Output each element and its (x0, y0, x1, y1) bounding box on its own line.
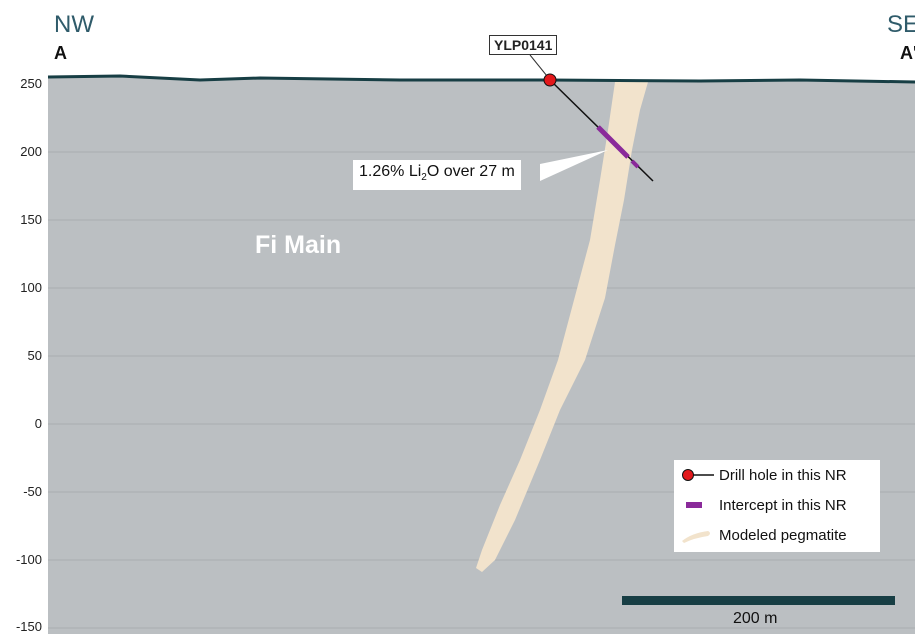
right-section-label: A' (900, 43, 915, 63)
scale-bar (622, 596, 895, 605)
section-name: Fi Main (255, 231, 342, 259)
legend-item-drill-hole: Drill hole in this NR (674, 464, 880, 486)
elevation-tick: 200 (20, 144, 42, 159)
intercept-segment-minor (630, 159, 640, 169)
scale-bar-label: 200 m (733, 610, 778, 627)
drill-hole-id: YLP0141 (489, 35, 558, 55)
elevation-tick: 100 (20, 280, 42, 295)
intercept-grade: 1.26% Li (359, 163, 422, 180)
legend-item-pegmatite: Modeled pegmatite (674, 524, 880, 546)
modeled-pegmatite (476, 82, 648, 572)
left-direction-label: NW (54, 11, 94, 38)
elevation-tick: -100 (15, 552, 42, 567)
left-section-label: A (54, 43, 67, 63)
hole-label-leader (529, 54, 548, 77)
elevation-tick: 50 (27, 348, 42, 363)
intercept-callout: 1.26% Li2O over 27 m (353, 160, 521, 191)
elevation-gridlines (48, 151, 915, 629)
drill-collar (543, 73, 557, 87)
legend-label: Drill hole in this NR (719, 467, 847, 484)
intercept-segment (596, 125, 630, 159)
pegmatite-symbol-icon (682, 531, 710, 543)
callout-pointer (540, 150, 608, 181)
right-direction-label: SE (887, 11, 915, 38)
elevation-tick: 150 (20, 212, 42, 227)
topography-line (47, 74, 915, 84)
elevation-tick: -50 (23, 484, 42, 499)
elevation-tick: 0 (34, 416, 42, 431)
drill-hole-symbol-icon (682, 469, 714, 481)
intercept-subscript: 2 (421, 172, 427, 184)
elevation-tick: -150 (15, 619, 42, 634)
intercept-symbol-icon (686, 502, 702, 508)
legend-label: Modeled pegmatite (719, 527, 847, 544)
intercept-length: O over 27 m (426, 163, 515, 180)
legend-item-intercept: Intercept in this NR (674, 494, 880, 516)
legend: Drill hole in this NR Intercept in this … (674, 460, 880, 552)
legend-label: Intercept in this NR (719, 497, 847, 514)
elevation-tick: 250 (20, 76, 42, 91)
